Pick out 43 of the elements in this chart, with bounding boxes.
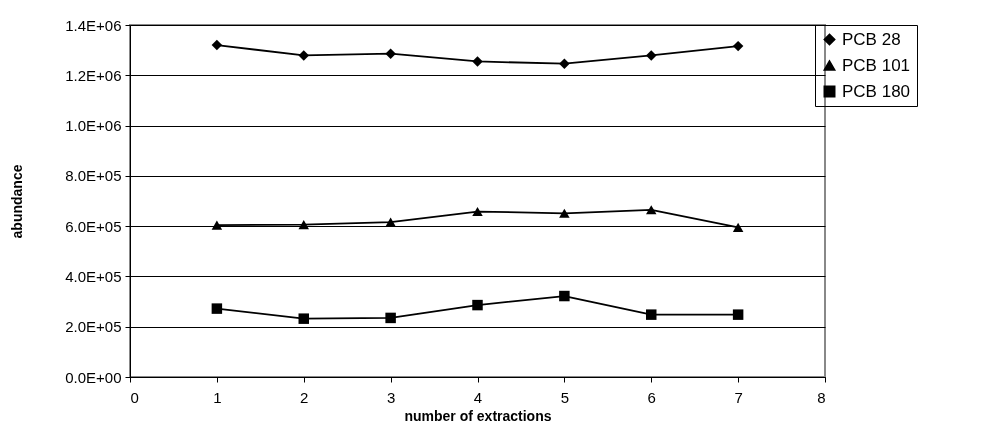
y-tick-label: 4.0E+05 [65, 267, 122, 285]
x-tick-label: 8 [817, 388, 826, 406]
legend-label: PCB 101 [842, 55, 911, 75]
point [211, 39, 223, 51]
x-tick-label: 7 [734, 388, 743, 406]
point [646, 309, 657, 320]
x-tick-label: 4 [473, 388, 483, 406]
point [559, 58, 570, 69]
point [732, 40, 744, 52]
x-tick-label: 2 [300, 388, 309, 406]
point [298, 220, 309, 230]
point [298, 313, 309, 324]
x-tick-label: 1 [213, 388, 222, 406]
y-tick-label: 6.0E+05 [65, 217, 122, 235]
legend-label: PCB 28 [842, 29, 901, 49]
y-tick-label: 2.0E+05 [65, 318, 122, 336]
point [472, 299, 483, 311]
y-tick-label: 8.0E+05 [65, 167, 122, 185]
point [732, 309, 744, 320]
point [559, 290, 570, 302]
y-tick-label: 1.4E+06 [65, 16, 122, 34]
y-tick-label: 0.0E+00 [65, 368, 122, 386]
point [385, 217, 396, 227]
y-axis-title: abundance [9, 164, 26, 239]
y-tick-label: 1.2E+06 [65, 66, 122, 84]
point [472, 56, 483, 67]
point [385, 48, 396, 59]
point [559, 208, 570, 218]
x-tick-label: 6 [647, 388, 656, 406]
point [646, 50, 657, 61]
x-tick-label: 5 [560, 388, 570, 406]
point [298, 50, 309, 61]
point [646, 205, 657, 215]
point [385, 312, 396, 324]
y-tick-label: 1.0E+06 [65, 117, 122, 135]
point [732, 222, 744, 232]
x-tick-label: 0 [130, 388, 139, 406]
legend-label: PCB 180 [842, 81, 911, 101]
point [211, 220, 223, 230]
x-tick-label: 3 [386, 388, 396, 406]
x-axis-title: number of extractions [404, 407, 552, 424]
point [211, 303, 223, 314]
point [472, 207, 483, 217]
